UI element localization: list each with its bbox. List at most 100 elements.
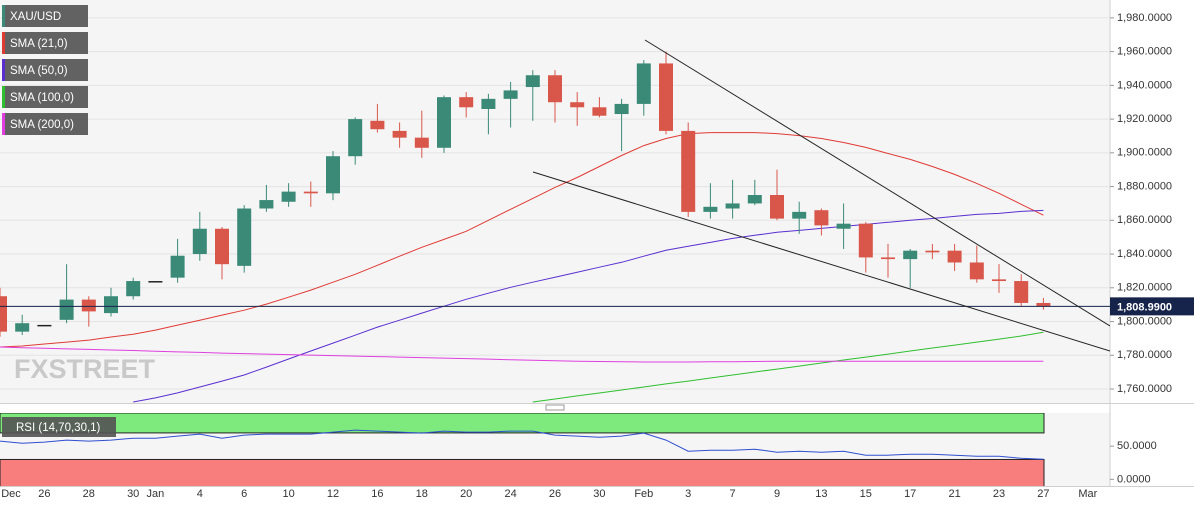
y-tick-label: 1,920.0000 bbox=[1117, 113, 1172, 125]
x-tick-label: 23 bbox=[993, 488, 1005, 500]
candle-body bbox=[548, 75, 562, 103]
y-tick-label: 1,940.0000 bbox=[1117, 79, 1172, 91]
candle-body bbox=[148, 281, 163, 283]
oversold-band bbox=[0, 458, 1045, 486]
candle-body bbox=[15, 323, 30, 332]
legend-box bbox=[2, 5, 88, 27]
candle-body bbox=[303, 191, 318, 194]
legend-swatch bbox=[2, 86, 5, 108]
legend-swatch bbox=[2, 113, 5, 135]
y-tick-label: 50.0000 bbox=[1117, 440, 1157, 452]
candle-body bbox=[969, 262, 984, 280]
candle-body bbox=[525, 75, 540, 88]
candle-body bbox=[215, 228, 229, 265]
sma-line bbox=[0, 132, 1044, 348]
y-tick-label: 1,840.0000 bbox=[1117, 248, 1172, 260]
candle-body bbox=[881, 257, 895, 260]
candle-body bbox=[481, 98, 496, 109]
y-tick-label: 1,760.0000 bbox=[1117, 383, 1172, 395]
candle-body bbox=[947, 250, 962, 263]
candle-body bbox=[503, 90, 518, 99]
y-tick-label: 0.0000 bbox=[1117, 473, 1151, 485]
rsi-line bbox=[0, 429, 1044, 460]
legend-swatch bbox=[2, 5, 5, 27]
candle-body bbox=[725, 203, 740, 209]
candle-body bbox=[659, 63, 673, 131]
candle-body bbox=[703, 206, 718, 212]
legend-box bbox=[2, 113, 88, 135]
x-tick-label: 9 bbox=[774, 488, 780, 500]
candle-body bbox=[1014, 281, 1029, 303]
candle-body bbox=[370, 120, 385, 130]
candle-body bbox=[770, 195, 784, 219]
candle-body bbox=[126, 281, 141, 297]
legend-label: SMA (50,0) bbox=[10, 65, 68, 77]
overbought-band bbox=[0, 413, 1045, 434]
legend-label: SMA (100,0) bbox=[10, 92, 74, 104]
candle-body bbox=[992, 279, 1006, 282]
candle-body bbox=[348, 119, 363, 157]
sma-line bbox=[0, 346, 1044, 363]
trendlines bbox=[532, 39, 1110, 352]
candle-body bbox=[259, 200, 274, 209]
watermark: FXSTREET bbox=[14, 354, 156, 384]
candle-body bbox=[392, 130, 407, 138]
legend-label: SMA (21,0) bbox=[10, 38, 68, 50]
x-tick-label: 30 bbox=[127, 488, 139, 500]
candle-body bbox=[0, 296, 7, 332]
x-tick-label: Jan bbox=[147, 488, 165, 500]
y-tick-label: 1,780.0000 bbox=[1117, 349, 1172, 361]
candle-body bbox=[459, 97, 474, 108]
x-tick-label: 30 bbox=[593, 488, 605, 500]
candle-body bbox=[858, 223, 873, 258]
x-tick-label: 24 bbox=[504, 488, 516, 500]
y-tick-label: 1,800.0000 bbox=[1117, 315, 1172, 327]
candle-body bbox=[414, 137, 429, 148]
x-tick-label: 27 bbox=[1037, 488, 1049, 500]
legend-box bbox=[2, 86, 88, 108]
price-plot bbox=[0, 17, 1110, 403]
x-tick-label: Feb bbox=[634, 488, 653, 500]
candle-body bbox=[437, 97, 451, 148]
x-tick-label: 15 bbox=[860, 488, 872, 500]
y-tick-label: 1,900.0000 bbox=[1117, 147, 1172, 159]
rsi-title-box bbox=[2, 417, 116, 437]
last-price-box bbox=[1110, 297, 1194, 316]
legend-box bbox=[2, 32, 88, 54]
x-tick-label: 18 bbox=[416, 488, 428, 500]
candle-body bbox=[814, 210, 829, 226]
x-tick-label: 17 bbox=[904, 488, 916, 500]
candle-body bbox=[570, 102, 585, 108]
candle-body bbox=[681, 130, 696, 212]
x-tick-label: 20 bbox=[460, 488, 472, 500]
candle-body bbox=[37, 324, 52, 327]
candle-body bbox=[237, 208, 252, 266]
x-tick-label: Dec bbox=[1, 488, 21, 500]
candle-body bbox=[326, 156, 340, 194]
x-tick-label: 10 bbox=[282, 488, 294, 500]
legend-label: XAU/USD bbox=[10, 11, 61, 23]
candle-body bbox=[925, 250, 940, 253]
y-tick-label: 1,820.0000 bbox=[1117, 282, 1172, 294]
x-tick-label: 7 bbox=[730, 488, 736, 500]
legend-swatch bbox=[2, 59, 5, 81]
rsi-title: RSI (14,70,30,1) bbox=[16, 422, 101, 434]
candle-body bbox=[104, 296, 118, 314]
x-tick-label: 12 bbox=[327, 488, 339, 500]
candle-body bbox=[636, 63, 651, 104]
candle-body bbox=[281, 191, 296, 202]
candle-body bbox=[1036, 302, 1051, 307]
candle-body bbox=[81, 299, 96, 312]
y-tick-label: 1,880.0000 bbox=[1117, 180, 1172, 192]
candle-body bbox=[836, 223, 851, 229]
resize-handle[interactable] bbox=[545, 404, 565, 411]
rsi-plot bbox=[0, 413, 1045, 486]
y-tick-label: 1,980.0000 bbox=[1117, 12, 1172, 24]
overlay: Dec 26 28 30 Jan 4 6 10 12 16 18 20 24 26 30 Feb 3 7 9 13 15… bbox=[1, 5, 1194, 500]
sma-line bbox=[532, 331, 1044, 403]
candle-body bbox=[747, 195, 762, 204]
x-tick-label: Mar bbox=[1078, 488, 1097, 500]
x-tick-label: 26 bbox=[38, 488, 50, 500]
